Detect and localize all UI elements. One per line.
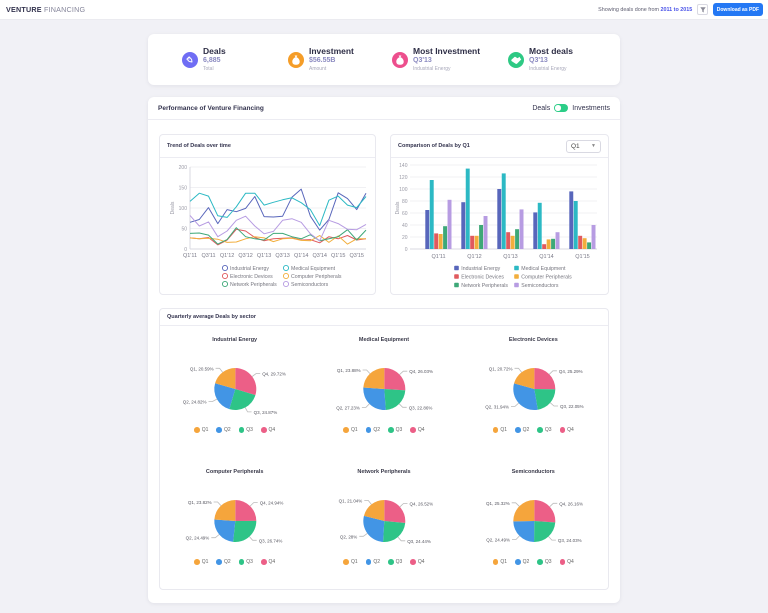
svg-text:Q2, 27.23%: Q2, 27.23% (337, 405, 361, 410)
svg-text:Industrial Energy: Industrial Energy (230, 266, 269, 272)
svg-text:Q1'14: Q1'14 (294, 253, 309, 259)
svg-text:Q1'13: Q1'13 (503, 254, 518, 260)
svg-text:Q2, 31.94%: Q2, 31.94% (485, 404, 509, 409)
svg-text:150: 150 (179, 186, 188, 192)
svg-text:Q3, 24.03%: Q3, 24.03% (558, 538, 582, 543)
svg-text:Q1'12: Q1'12 (467, 254, 482, 260)
svg-text:Q1'15: Q1'15 (575, 254, 590, 260)
svg-text:Q2, 24.82%: Q2, 24.82% (183, 399, 207, 404)
svg-text:Q3, 24.44%: Q3, 24.44% (408, 539, 432, 544)
svg-text:Q3, 22.05%: Q3, 22.05% (560, 404, 584, 409)
svg-text:140: 140 (399, 163, 408, 169)
svg-text:Q3, 26.74%: Q3, 26.74% (259, 538, 283, 543)
svg-text:Deals: Deals (395, 201, 401, 214)
svg-text:Computer Peripherals: Computer Peripherals (521, 275, 572, 281)
svg-text:Medical Equipment: Medical Equipment (521, 266, 566, 272)
svg-text:0: 0 (405, 247, 408, 253)
svg-text:Deals: Deals (170, 201, 176, 214)
svg-text:Computer Peripherals: Computer Peripherals (291, 274, 342, 280)
svg-text:Q4, 26.16%: Q4, 26.16% (559, 501, 583, 506)
svg-text:Network Peripherals: Network Peripherals (230, 282, 277, 288)
svg-text:80: 80 (402, 199, 408, 205)
svg-text:Q3'13: Q3'13 (275, 253, 290, 259)
svg-text:Q3'12: Q3'12 (238, 253, 253, 259)
svg-text:Electronic Devices: Electronic Devices (230, 274, 273, 280)
svg-text:0: 0 (184, 247, 187, 253)
svg-text:Network Peripherals: Network Peripherals (461, 283, 508, 289)
svg-text:Q1, 25.32%: Q1, 25.32% (486, 501, 510, 506)
svg-text:Q1'13: Q1'13 (257, 253, 272, 259)
svg-text:200: 200 (179, 165, 188, 171)
svg-text:Q1'15: Q1'15 (331, 253, 346, 259)
svg-text:Q3'11: Q3'11 (201, 253, 215, 259)
svg-text:100: 100 (179, 206, 188, 212)
svg-text:50: 50 (181, 227, 187, 233)
svg-text:Q2, 24.49%: Q2, 24.49% (486, 537, 510, 542)
svg-text:Industrial Energy: Industrial Energy (461, 266, 500, 272)
svg-text:120: 120 (399, 175, 408, 181)
svg-text:Q1'11: Q1'11 (183, 253, 197, 259)
svg-text:Q2, 24.49%: Q2, 24.49% (186, 536, 210, 541)
svg-text:Q3, 24.87%: Q3, 24.87% (254, 410, 278, 415)
svg-text:Electronic Devices: Electronic Devices (461, 275, 504, 281)
svg-text:Q4, 25.29%: Q4, 25.29% (559, 369, 583, 374)
svg-text:60: 60 (402, 211, 408, 217)
svg-text:Q4, 26.03%: Q4, 26.03% (410, 369, 434, 374)
svg-text:Q1, 21.04%: Q1, 21.04% (339, 499, 363, 504)
svg-text:Q1'12: Q1'12 (220, 253, 235, 259)
svg-text:Semiconductors: Semiconductors (521, 283, 559, 289)
svg-text:Q3'14: Q3'14 (312, 253, 327, 259)
svg-text:Q2, 28%: Q2, 28% (340, 534, 357, 539)
svg-text:40: 40 (402, 223, 408, 229)
svg-text:Q1, 23.88%: Q1, 23.88% (337, 368, 361, 373)
svg-text:20: 20 (402, 235, 408, 241)
svg-text:Q1, 20.59%: Q1, 20.59% (190, 366, 214, 371)
svg-text:Q1'14: Q1'14 (539, 254, 554, 260)
svg-text:Medical Equipment: Medical Equipment (291, 266, 336, 272)
svg-text:Q1, 23.82%: Q1, 23.82% (188, 500, 212, 505)
svg-text:Q4, 29.72%: Q4, 29.72% (262, 372, 286, 377)
svg-text:Q3, 22.86%: Q3, 22.86% (409, 405, 433, 410)
svg-text:Q4, 24.94%: Q4, 24.94% (260, 501, 284, 506)
svg-text:100: 100 (399, 187, 408, 193)
svg-text:Q1'11: Q1'11 (431, 254, 445, 260)
svg-text:Semiconductors: Semiconductors (291, 282, 329, 288)
svg-text:Q3'15: Q3'15 (349, 253, 364, 259)
svg-text:Q4, 26.52%: Q4, 26.52% (410, 502, 434, 507)
svg-text:Q1, 20.72%: Q1, 20.72% (488, 366, 512, 371)
